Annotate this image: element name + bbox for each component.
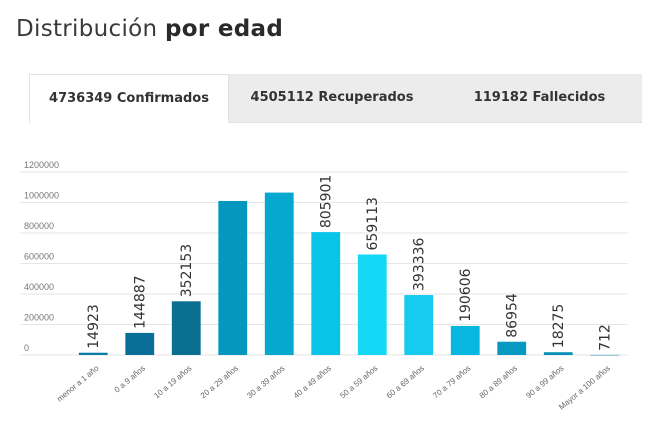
bar xyxy=(543,352,573,355)
data-label: 86954 xyxy=(505,293,521,338)
y-tick-label: 600000 xyxy=(24,252,54,262)
y-tick-label: 800000 xyxy=(24,221,54,231)
y-tick-label: 200000 xyxy=(24,313,54,323)
bar xyxy=(357,254,387,355)
tab-confirmados[interactable]: 4736349 Confirmados xyxy=(29,74,229,123)
bar xyxy=(497,341,527,355)
x-tick-label: Mayor a 100 años xyxy=(557,364,612,412)
x-tick-label: 10 a 19 años xyxy=(152,364,193,401)
x-tick-label: 60 a 69 años xyxy=(385,364,426,401)
x-tick-label: 70 a 79 años xyxy=(431,364,472,401)
x-tick-label: 80 a 89 años xyxy=(478,364,519,401)
x-tick-label: 20 a 29 años xyxy=(199,364,240,401)
tab-bar: 4736349 Confirmados 4505112 Recuperados … xyxy=(29,74,642,123)
x-tick-label: 40 a 49 años xyxy=(292,364,333,401)
bar xyxy=(450,325,480,355)
data-label: 144887 xyxy=(133,275,149,328)
bar xyxy=(171,301,201,355)
x-tick-label: 90 a 99 años xyxy=(524,364,565,401)
bar xyxy=(125,332,155,355)
x-tick-label: 0 a 9 años xyxy=(113,364,147,395)
x-tick-label: menor a 1 año xyxy=(55,363,101,403)
title-regular: Distribución xyxy=(16,16,158,42)
bar xyxy=(264,192,294,355)
data-label: 14923 xyxy=(86,304,102,349)
title-bold: por edad xyxy=(165,16,284,42)
data-label: 659113 xyxy=(365,197,381,250)
bar xyxy=(78,352,108,355)
tab-recuperados[interactable]: 4505112 Recuperados xyxy=(250,90,414,105)
chart-title: Distribución por edad xyxy=(16,16,283,42)
bar xyxy=(311,232,341,355)
tab-fallecidos[interactable]: 119182 Fallecidos xyxy=(473,90,606,105)
data-label: 805901 xyxy=(319,175,335,228)
x-tick-label: 50 a 59 años xyxy=(338,364,379,401)
y-tick-label: 1200000 xyxy=(24,160,59,170)
data-label: 352153 xyxy=(179,244,195,297)
data-label: 712 xyxy=(598,324,614,351)
bar xyxy=(404,295,434,355)
y-tick-label: 0 xyxy=(24,343,29,353)
x-tick-label: 30 a 39 años xyxy=(245,364,286,401)
y-tick-label: 400000 xyxy=(24,282,54,292)
y-tick-label: 1000000 xyxy=(24,191,59,201)
data-label: 393336 xyxy=(412,237,428,291)
bar xyxy=(590,354,620,356)
data-label: 18275 xyxy=(551,304,567,349)
bar xyxy=(218,200,248,355)
age-distribution-chart: 0 200000 400000 600000 800000 1000000 1200000 1… xyxy=(20,160,628,412)
data-label: 190606 xyxy=(458,268,474,322)
